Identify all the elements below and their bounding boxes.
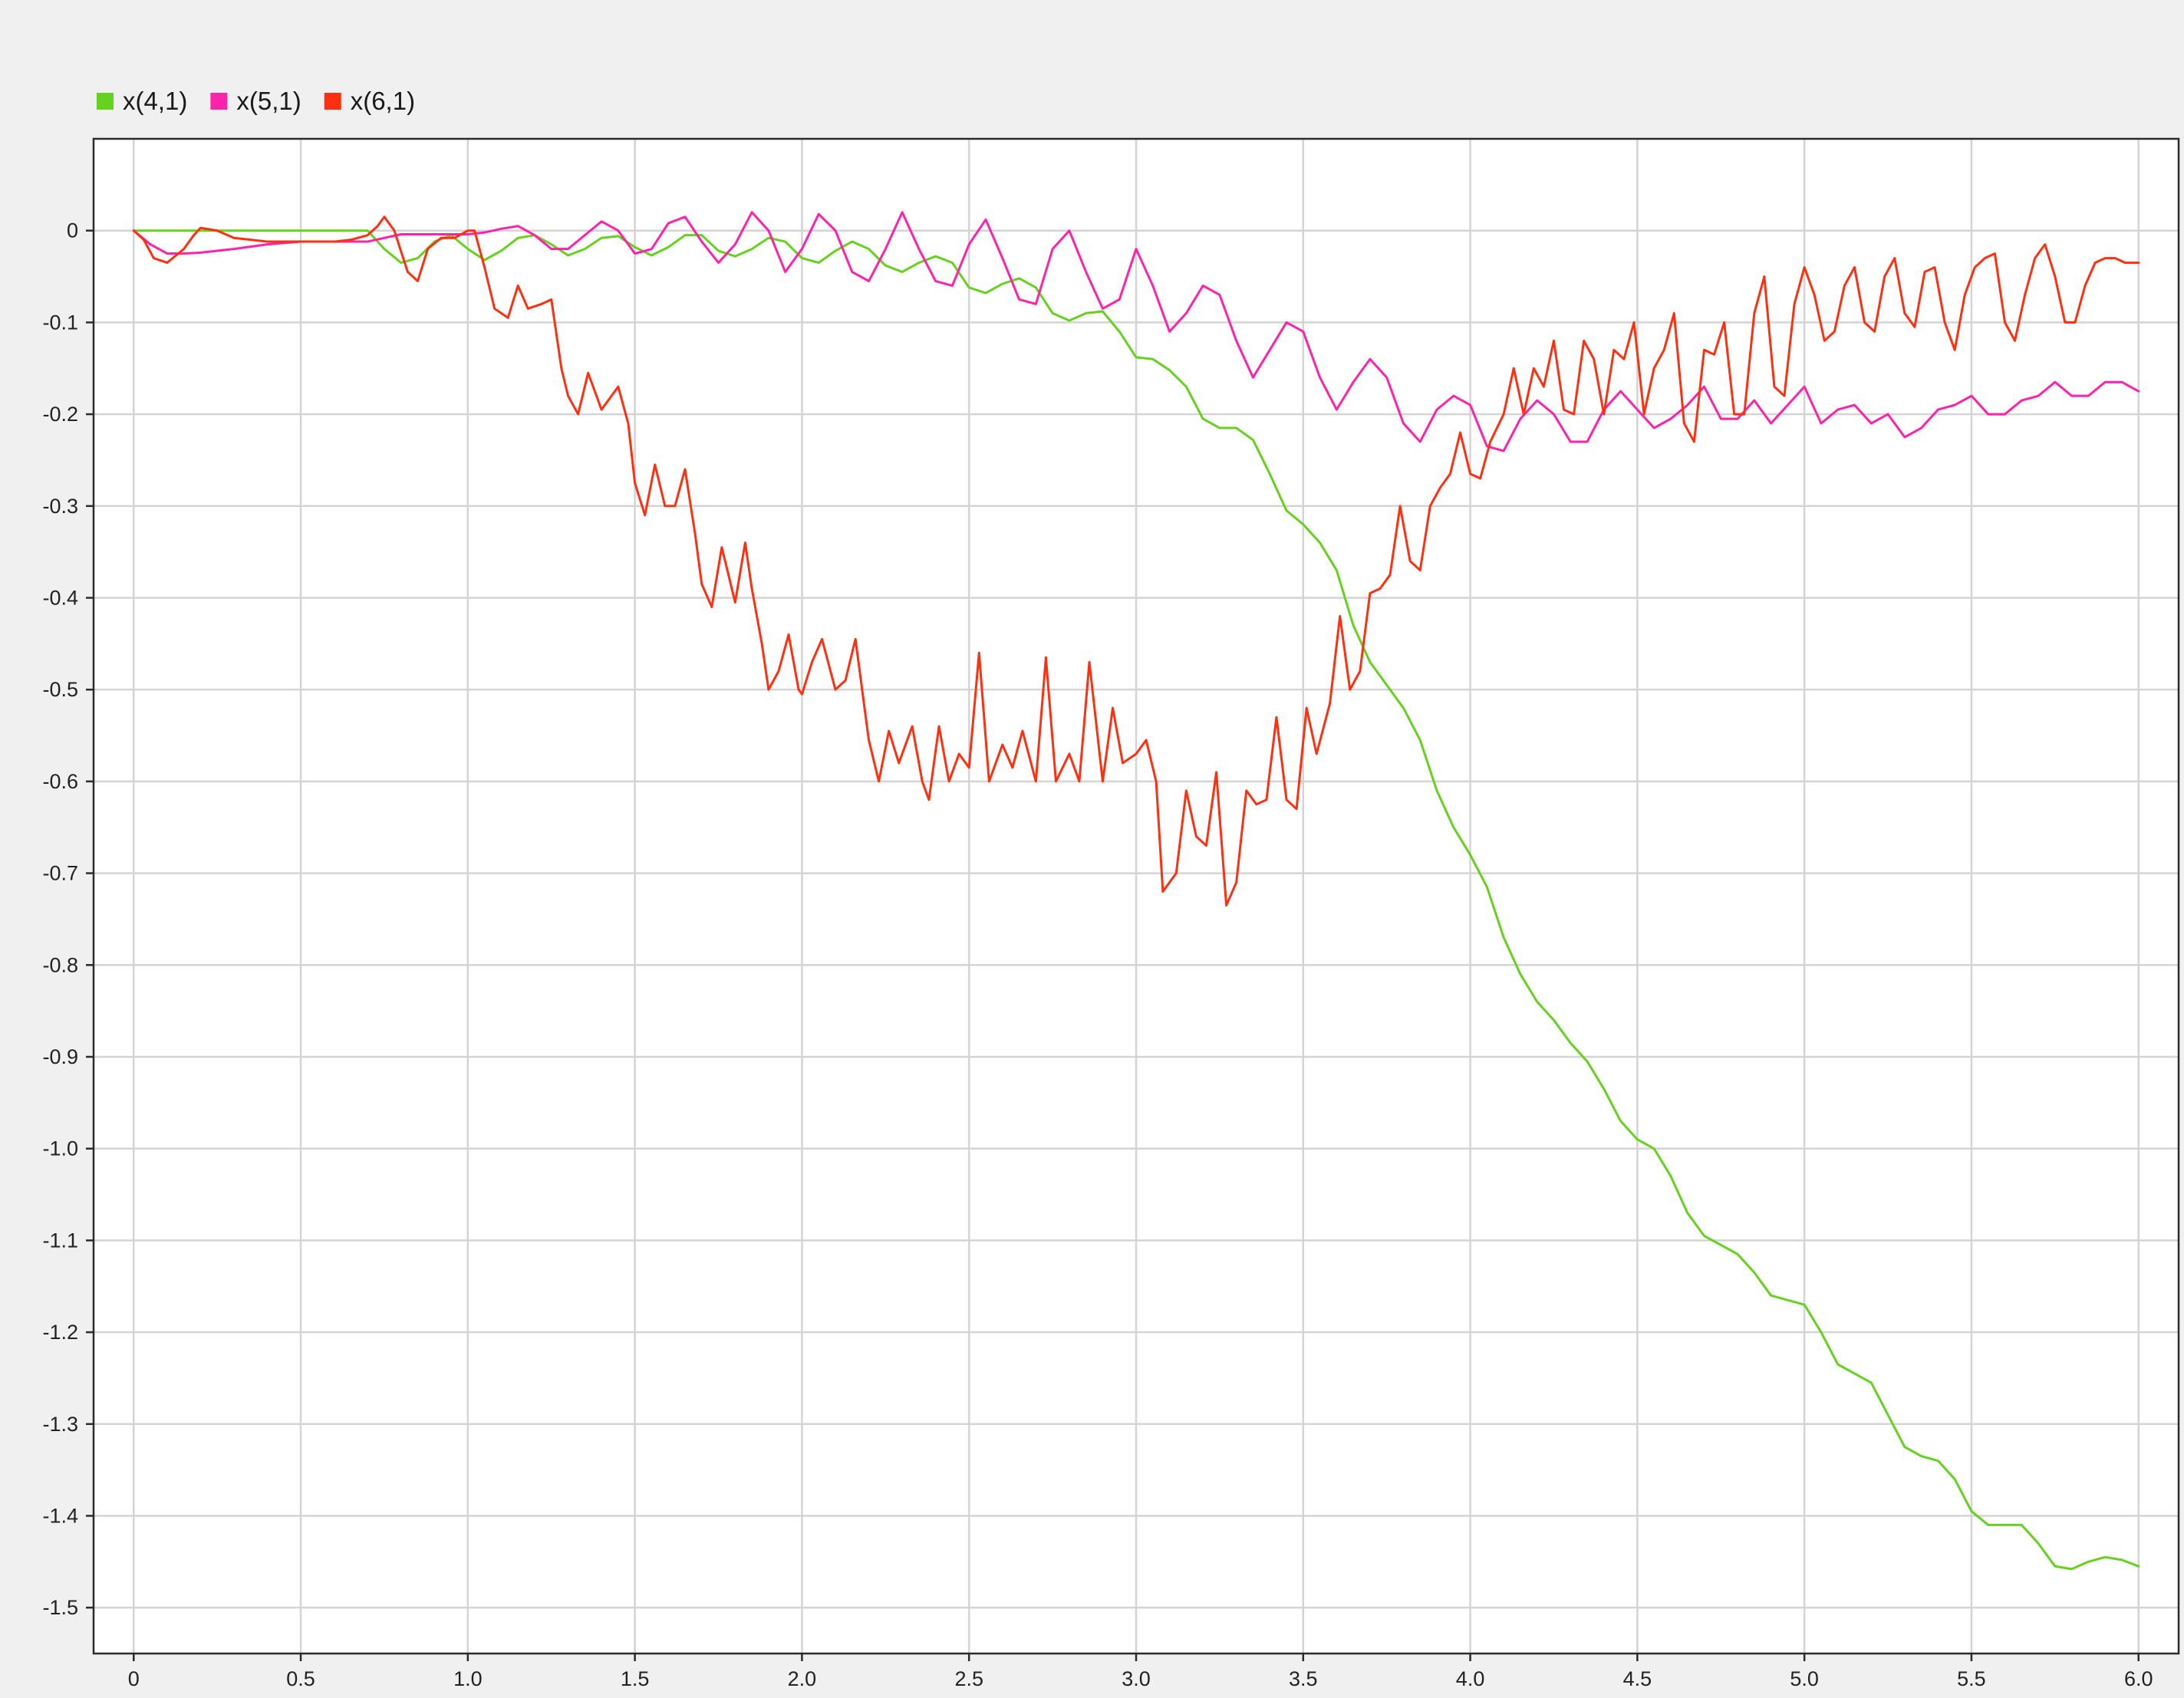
y-tick-label: -1.0 (42, 1137, 78, 1160)
x-tick-label: 5.0 (1790, 1667, 1819, 1690)
y-tick-label: -0.8 (42, 953, 78, 976)
x-tick-label: 1.0 (453, 1667, 483, 1690)
axis-ticks: 0 0.5 1.0 1.5 2.0 2.5 3.0 3.5 4.0 4.5 5.0 5.5 6.0 0 -0… (42, 219, 2153, 1690)
x-tick-label: 5.5 (1957, 1667, 1986, 1690)
y-tick-label: -0.4 (42, 586, 78, 609)
legend-swatch (324, 93, 341, 110)
y-tick-label: -1.1 (42, 1229, 78, 1252)
x-tick-label: 4.0 (1456, 1667, 1485, 1690)
y-tick-label: -1.5 (42, 1596, 78, 1619)
x-tick-label: 1.5 (621, 1667, 650, 1690)
y-tick-label: -0.3 (42, 495, 78, 518)
y-tick-label: -0.6 (42, 770, 78, 793)
legend-label: x(4,1) (123, 87, 187, 115)
y-tick-label: -0.2 (42, 403, 78, 426)
y-tick-label: -0.9 (42, 1045, 78, 1068)
x-tick-label: 4.5 (1623, 1667, 1652, 1690)
y-tick-label: -1.3 (42, 1413, 78, 1436)
x-tick-label: 2.5 (954, 1667, 983, 1690)
series-line-x-5-1 (132, 211, 2140, 452)
x-tick-label: 3.0 (1122, 1667, 1151, 1690)
legend-swatch (210, 93, 228, 110)
x-tick-label: 0.5 (286, 1667, 315, 1690)
y-tick-label: 0 (67, 219, 78, 242)
legend: x(4,1) x(5,1) x(6,1) (97, 87, 415, 115)
series-lines (132, 211, 2140, 1571)
legend-label: x(6,1) (351, 87, 415, 115)
y-tick-label: -1.2 (42, 1321, 78, 1344)
y-tick-label: -0.7 (42, 862, 78, 885)
y-tick-label: -0.1 (42, 311, 78, 334)
x-tick-label: 3.5 (1289, 1667, 1318, 1690)
series-line-x-4-1 (132, 229, 2140, 1571)
legend-swatch (97, 93, 114, 110)
x-tick-label: 6.0 (2124, 1667, 2153, 1690)
x-tick-label: 2.0 (788, 1667, 817, 1690)
y-tick-label: -0.5 (42, 678, 78, 701)
y-tick-label: -1.4 (42, 1504, 78, 1527)
legend-label: x(5,1) (236, 87, 301, 115)
series-line-x-6-1 (132, 216, 2140, 907)
x-tick-label: 0 (128, 1667, 140, 1690)
